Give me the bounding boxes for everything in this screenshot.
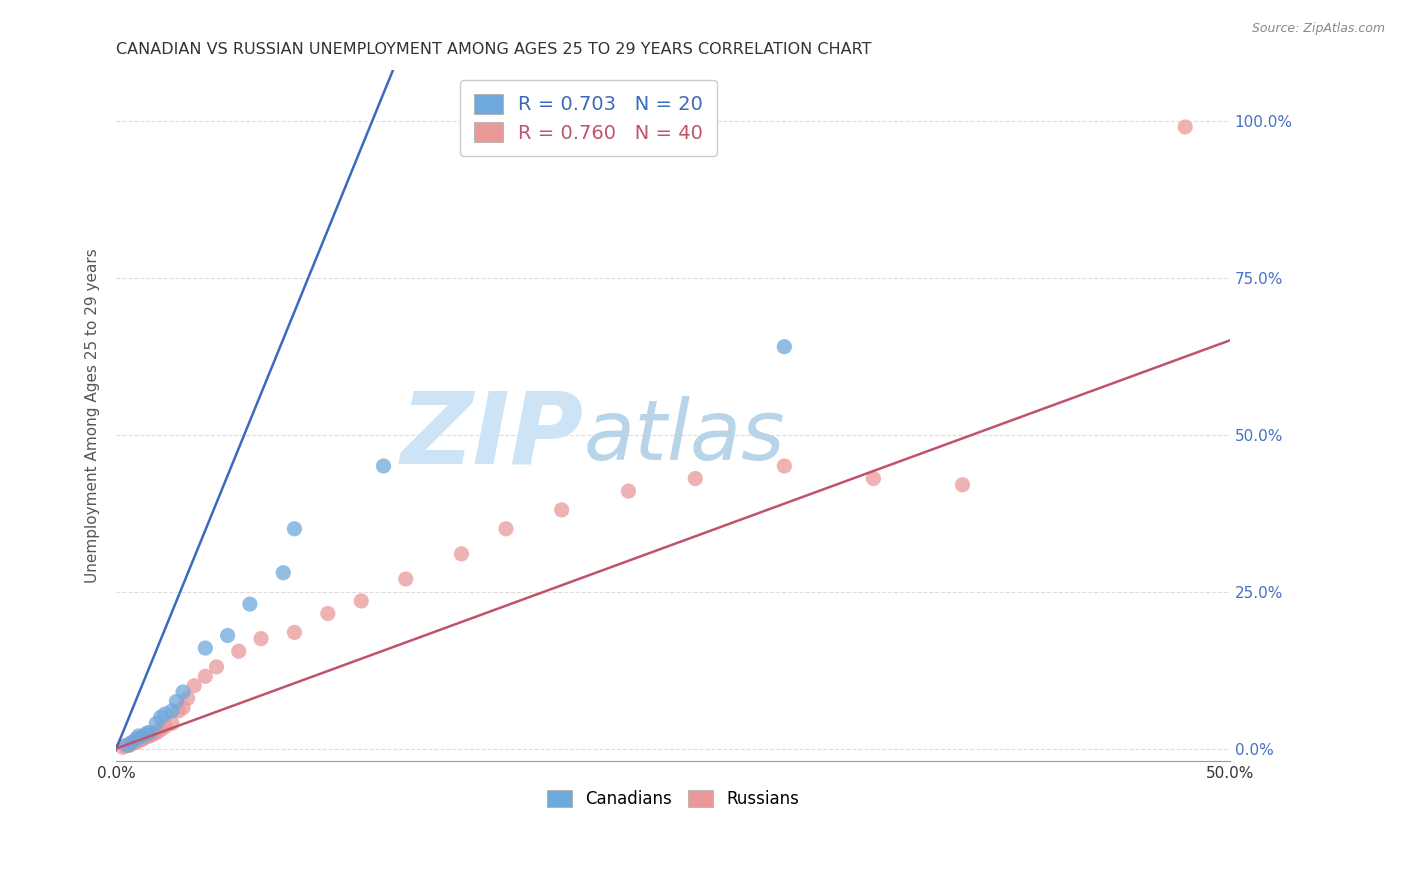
Point — [138, 726, 160, 740]
Text: CANADIAN VS RUSSIAN UNEMPLOYMENT AMONG AGES 25 TO 29 YEARS CORRELATION CHART: CANADIAN VS RUSSIAN UNEMPLOYMENT AMONG A… — [117, 42, 872, 57]
Point — [283, 625, 305, 640]
Point — [111, 740, 134, 755]
Point — [773, 458, 796, 473]
Point — [125, 735, 148, 749]
Point — [172, 685, 194, 699]
Point — [172, 700, 194, 714]
Point — [183, 679, 205, 693]
Point — [121, 737, 143, 751]
Point — [228, 644, 250, 658]
Point — [176, 691, 198, 706]
Point — [160, 704, 183, 718]
Point — [143, 726, 166, 740]
Point — [145, 716, 167, 731]
Point — [683, 471, 706, 485]
Point — [121, 735, 143, 749]
Point — [117, 739, 139, 753]
Text: ZIP: ZIP — [401, 388, 583, 485]
Point — [138, 729, 160, 743]
Point — [167, 704, 190, 718]
Point — [550, 503, 572, 517]
Point — [136, 726, 159, 740]
Point — [862, 471, 884, 485]
Point — [149, 723, 172, 737]
Point — [617, 484, 640, 499]
Point — [217, 628, 239, 642]
Point — [205, 660, 228, 674]
Point — [145, 726, 167, 740]
Point — [165, 694, 187, 708]
Point — [136, 729, 159, 743]
Point — [128, 729, 150, 743]
Point — [194, 669, 217, 683]
Point — [132, 729, 155, 743]
Point — [134, 730, 156, 744]
Point — [128, 734, 150, 748]
Point — [350, 594, 373, 608]
Point — [239, 597, 262, 611]
Point — [129, 732, 152, 747]
Legend: Canadians, Russians: Canadians, Russians — [540, 783, 806, 815]
Point — [118, 739, 141, 753]
Point — [160, 716, 183, 731]
Point — [395, 572, 418, 586]
Point — [250, 632, 273, 646]
Point — [114, 739, 136, 753]
Point — [495, 522, 517, 536]
Point — [155, 706, 177, 721]
Point — [194, 641, 217, 656]
Point — [141, 728, 163, 742]
Point — [155, 720, 177, 734]
Point — [316, 607, 339, 621]
Point — [373, 458, 395, 473]
Point — [450, 547, 472, 561]
Point — [952, 478, 974, 492]
Point — [132, 732, 155, 747]
Point — [117, 739, 139, 753]
Text: atlas: atlas — [583, 396, 786, 477]
Point — [1174, 120, 1197, 134]
Point — [149, 710, 172, 724]
Point — [271, 566, 294, 580]
Point — [773, 340, 796, 354]
Point — [283, 522, 305, 536]
Text: Source: ZipAtlas.com: Source: ZipAtlas.com — [1251, 22, 1385, 36]
Y-axis label: Unemployment Among Ages 25 to 29 years: Unemployment Among Ages 25 to 29 years — [86, 248, 100, 583]
Point — [125, 732, 148, 747]
Point — [122, 735, 145, 749]
